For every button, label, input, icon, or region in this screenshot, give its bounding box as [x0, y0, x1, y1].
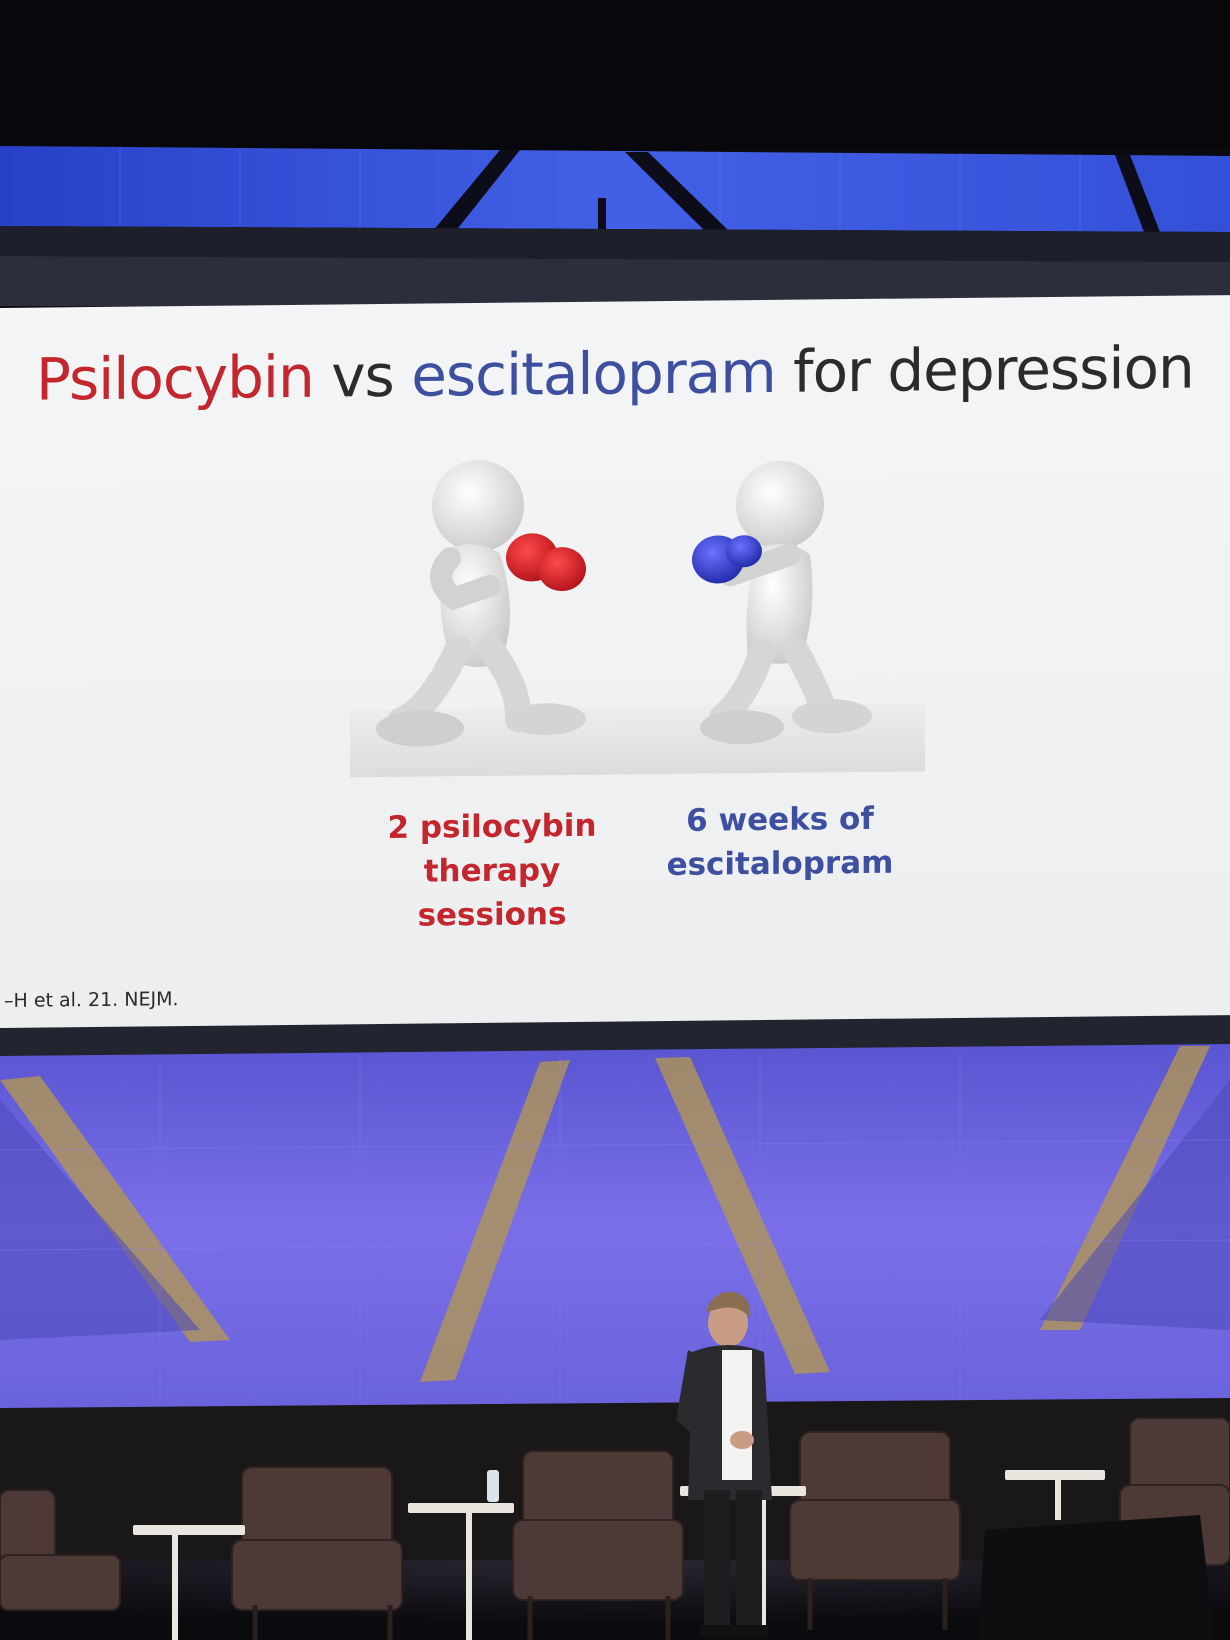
title-for-depression: for depression	[793, 333, 1194, 406]
boxing-figures-illustration	[350, 459, 925, 778]
psilocybin-caption: 2 psilocybin therapy sessions	[372, 804, 612, 939]
psilocybin-caption-line: therapy	[423, 852, 561, 890]
boxer-red-gloves-icon	[376, 459, 586, 747]
psilocybin-caption-line: sessions	[417, 896, 567, 934]
speaker-person	[676, 1291, 772, 1637]
title-vs: vs	[331, 341, 394, 411]
escitalopram-caption: 6 weeks of escitalopram	[660, 797, 900, 888]
title-psilocybin: Psilocybin	[36, 342, 314, 414]
slide-title: Psilocybin vs escitalopram for depressio…	[36, 333, 1216, 413]
escitalopram-caption-line: 6 weeks of	[686, 800, 874, 839]
title-escitalopram: escitalopram	[411, 337, 776, 410]
presentation-slide: Psilocybin vs escitalopram for depressio…	[0, 295, 1230, 1028]
boxer-blue-gloves-icon	[692, 460, 872, 745]
stage-chairs	[0, 1417, 1230, 1611]
escitalopram-caption-line: escitalopram	[666, 844, 894, 884]
citation-text: –H et al. 21. NEJM.	[4, 988, 179, 1012]
psilocybin-caption-line: 2 psilocybin	[387, 807, 597, 846]
